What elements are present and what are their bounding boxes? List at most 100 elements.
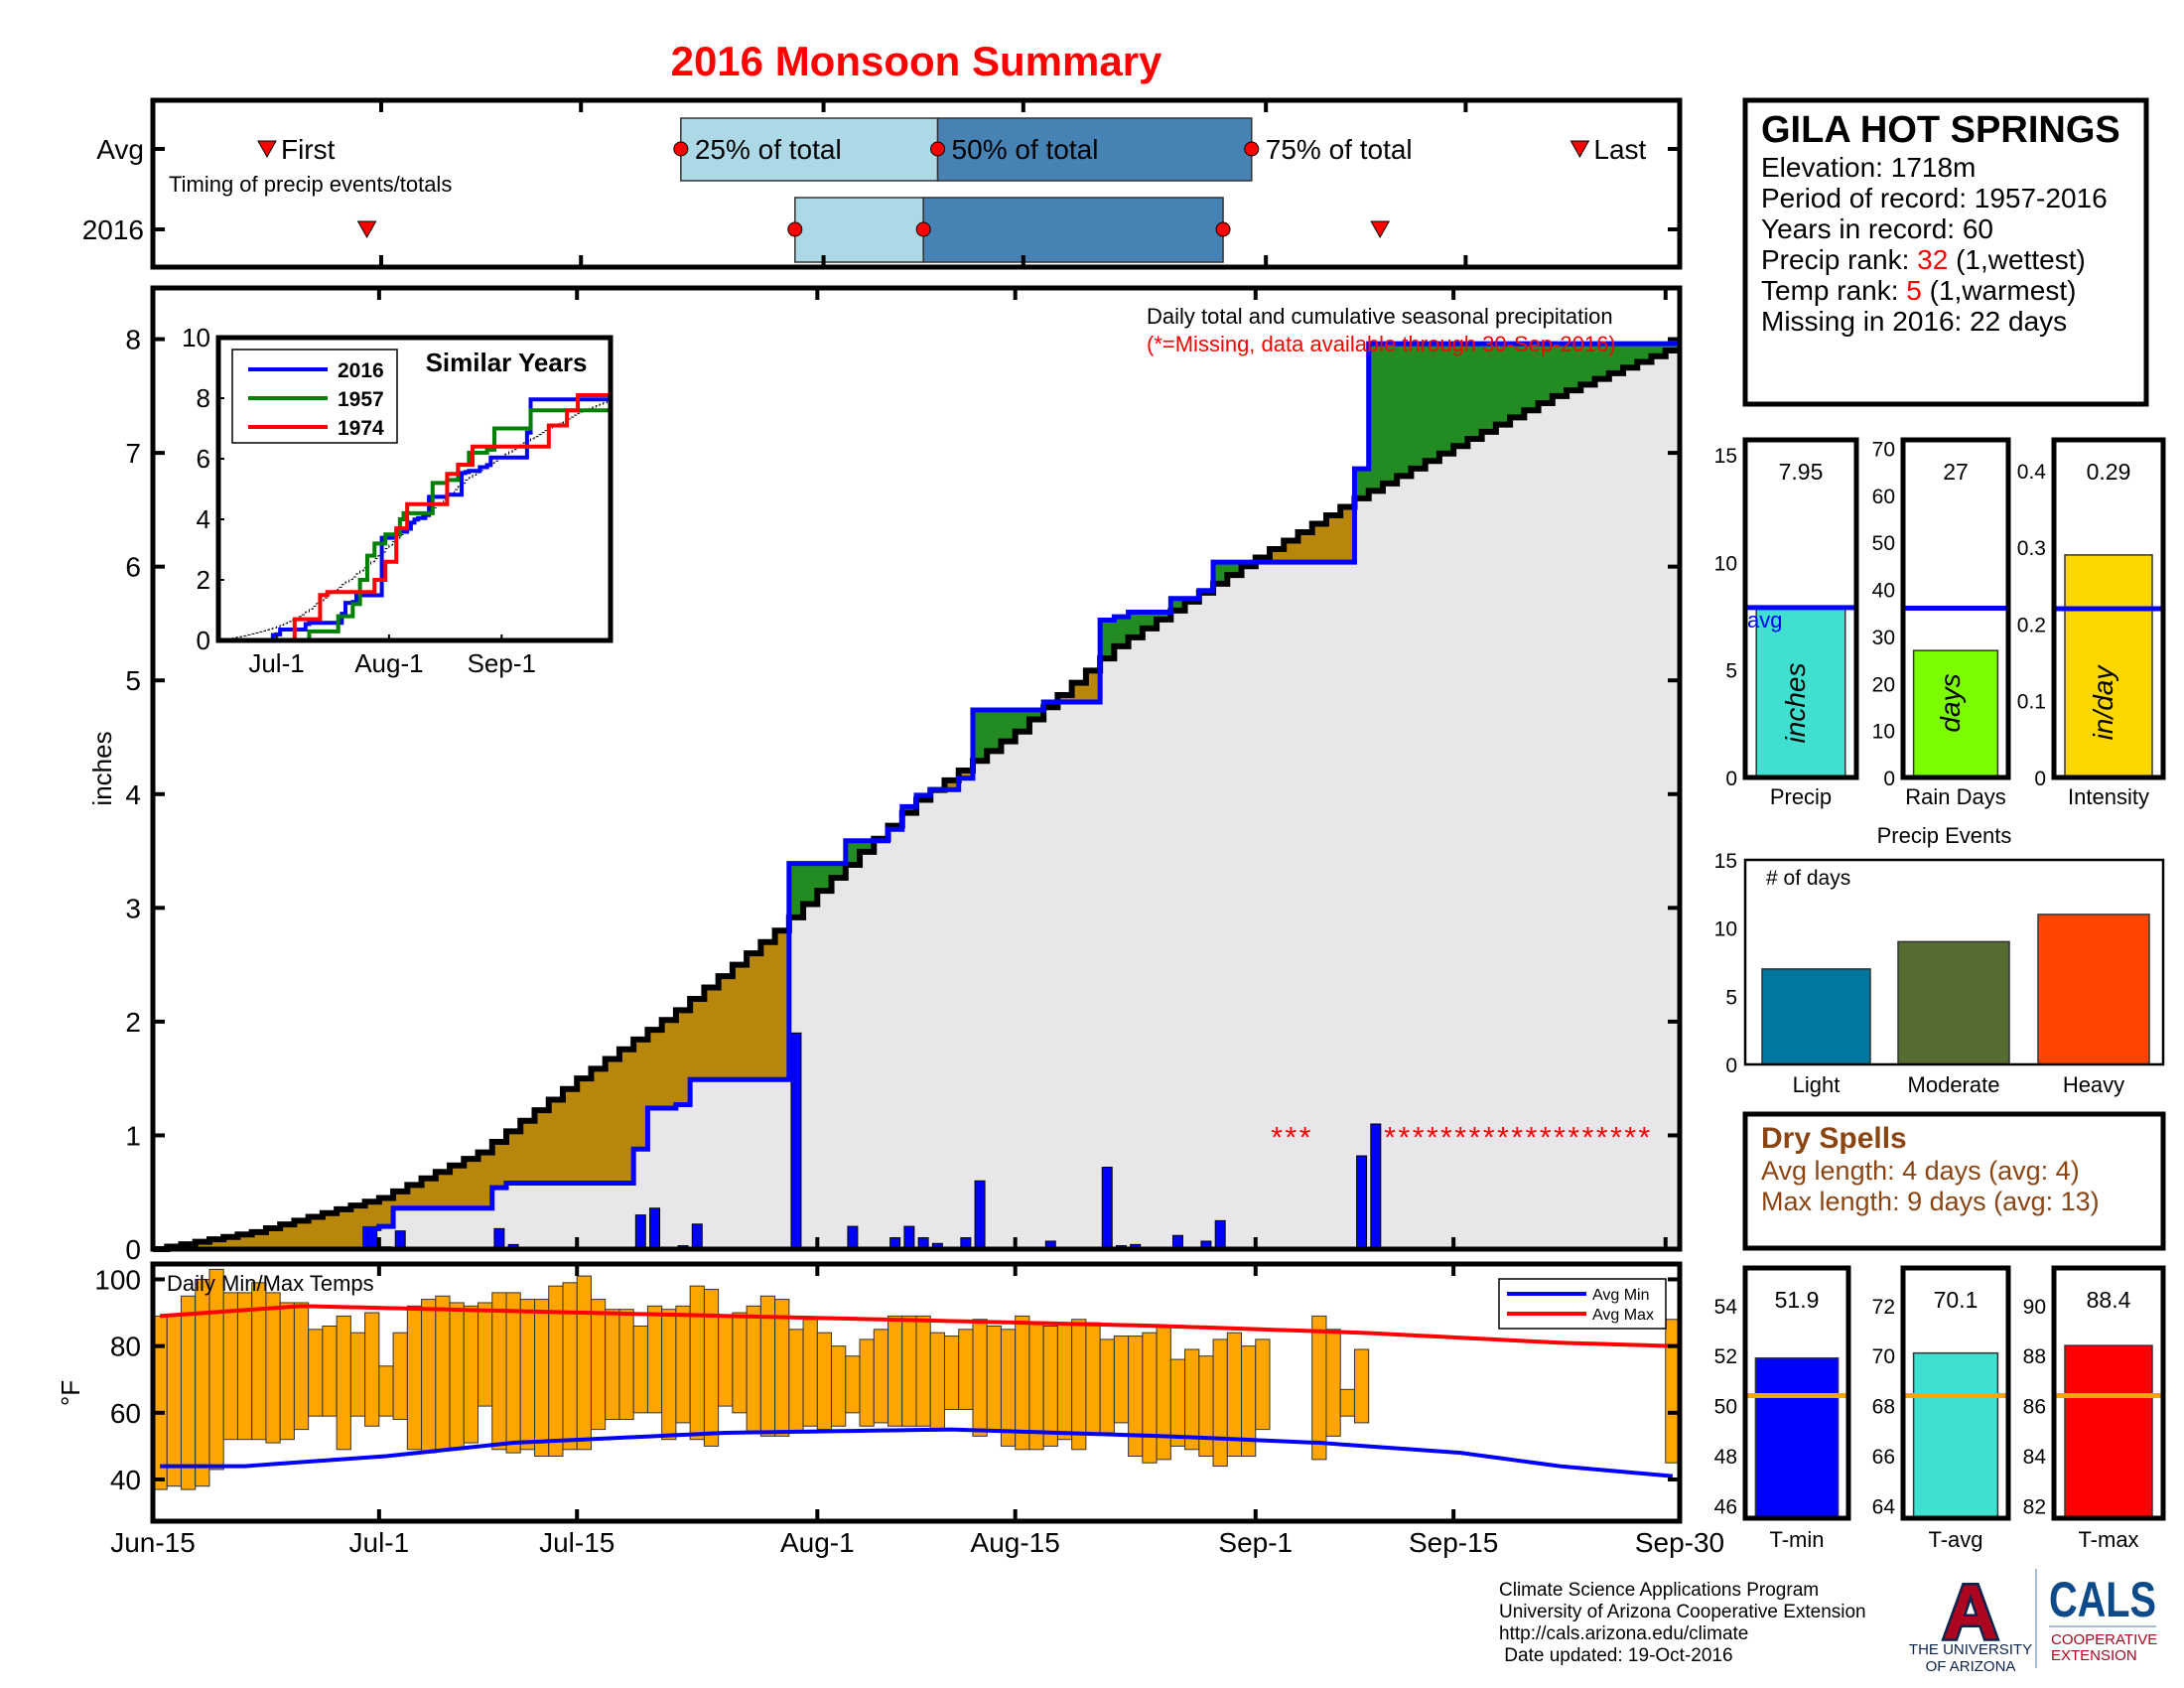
daily-temp-range-bar [958,1329,974,1410]
daily-temp-range-bar [732,1312,748,1414]
missing-day-marker: * [1398,1121,1410,1154]
timing-first-triangle [356,220,377,239]
summary-y-tick-label: 90 [2023,1296,2046,1319]
missing-day-marker: * [1427,1121,1438,1154]
daily-temp-range-bar [689,1285,705,1441]
daily-temp-range-bar [887,1315,903,1427]
x-tick-label: Sep-30 [1635,1527,1724,1558]
y-tick-label: 7 [125,438,141,469]
y-tick-label: 2 [125,1007,141,1038]
summary-y-tick-label: 0.3 [2017,537,2046,560]
inset-y-tick-label: 0 [197,626,210,655]
missing-day-marker: * [1554,1121,1566,1154]
daily-temp-range-bar [618,1309,634,1421]
main-plot-frame [150,285,1683,1252]
timing-first-triangle [257,140,277,159]
daily-temps-chart: 40 60 80 100 Jun-15 Jul-1 Jul-15 Aug-1 Aug-15 Sep… [56,1261,1724,1558]
missing-day-marker: * [1440,1121,1452,1154]
summary-y-tick-label: 72 [1872,1296,1895,1319]
daily-temp-range-bar [519,1299,536,1451]
temps-legend: Avg Min Avg Max [1498,1278,1667,1330]
summary-y-tick-label: 50 [1714,1396,1737,1419]
summary-y-tick-label: 82 [2023,1495,2046,1518]
daily-temp-range-bar [859,1338,875,1427]
summary-y-tick-label: 52 [1714,1345,1737,1368]
avg-max-line [159,1304,1673,1348]
daily-precip-bar [1370,1123,1382,1250]
timing-marker-p50 [915,221,931,237]
missing-day-marker: * [1624,1121,1636,1154]
missing-day-marker: * [1610,1121,1622,1154]
timing-row-label-2016: 2016 [82,214,144,245]
daily-temp-range-bar [463,1305,479,1444]
inset-title: Similar Years [426,348,588,377]
daily-precip-bar [366,1227,378,1250]
summary-value: 0.29 [2087,459,2131,485]
footer-link[interactable]: http://cals.arizona.edu/climate [1499,1623,1748,1644]
summary-y-tick-label: 15 [1714,445,1737,468]
daily-temp-range-bar [1169,1358,1186,1447]
precip-events-frame [1743,858,2165,1066]
inset-legend-label: 1974 [338,417,384,440]
x-tick-label: Sep-1 [1218,1527,1293,1558]
inset-legend-label: 1957 [338,388,384,411]
station-info-line: Elevation: 1718m [1761,152,1976,183]
daily-temp-range-bar [1339,1388,1355,1417]
timing-25-50-bar [680,117,939,182]
summary-y-tick-label: 54 [1714,1296,1738,1319]
daily-precip-bar [1101,1167,1113,1250]
missing-day-marker: * [1540,1121,1552,1154]
summary-y-tick-label: 84 [2023,1446,2047,1469]
daily-temp-range-bar [873,1329,889,1424]
daily-temp-range-bar [1042,1325,1058,1447]
daily-temp-range-bar [675,1305,691,1424]
daily-temp-range-bar [1085,1322,1101,1434]
inset-y-tick-label: 4 [197,504,210,534]
daily-temp-range-bar [1325,1329,1341,1437]
timing-subtitle: Timing of precip events/totals [169,172,452,197]
daily-temp-range-bar [364,1312,380,1427]
summary-y-tick-label: 40 [1872,580,1895,603]
daily-temp-range-bar [718,1315,734,1407]
timing-25-50-bar [794,197,924,263]
temps-legend-label: Avg Max [1592,1307,1654,1324]
daily-temp-range-bar [236,1292,253,1441]
summary-bar-t-max [2064,1344,2153,1519]
daily-precip-bar [1214,1219,1226,1250]
event-y-tick-label: 15 [1714,850,1737,873]
daily-temp-range-bar [435,1295,451,1451]
daily-temp-range-bar [208,1268,224,1471]
summary-y-tick-label: 46 [1714,1495,1737,1518]
summary-avg-label: avg [1747,608,1782,633]
missing-day-marker: * [1526,1121,1538,1154]
daily-temp-range-bar [251,1282,267,1441]
event-y-tick-label: 5 [1725,986,1737,1009]
summary-y-tick-label: 0 [1725,768,1737,790]
university-of-arizona-logo: A THE UNIVERSITY OF ARIZONA [1909,1566,2032,1676]
missing-day-marker: * [1413,1121,1425,1154]
station-info-line: Precip rank: 32 (1,wettest) [1761,244,2086,275]
inset-frame [215,335,614,643]
station-info-line: Missing in 2016: 22 days [1761,306,2067,337]
missing-day-marker: * [1286,1121,1297,1154]
daily-temp-range-bar [478,1302,493,1407]
daily-precip-bar [790,1032,802,1250]
daily-temp-range-bar [986,1325,1002,1431]
daily-temp-range-bar [336,1315,351,1451]
daily-temp-range-bar [265,1292,281,1444]
summary-y-tick-label: 64 [1872,1495,1896,1518]
rank-value: 32 [1917,244,1948,275]
event-y-tick-label: 10 [1714,918,1737,941]
summary-bar-precip [1755,606,1846,778]
inset-x-tick-label: Sep-1 [468,648,536,678]
daily-temp-range-bar [1142,1332,1158,1464]
daily-temp-range-bar [166,1315,182,1487]
daily-temp-range-bar [661,1309,677,1441]
summary-panel-frame [1900,437,2011,780]
daily-precip-bar [903,1225,915,1250]
rank-note: (1,warmest) [1922,275,2077,306]
daily-temp-range-bar [646,1305,663,1414]
temps-title: Daily Min/Max Temps [167,1271,374,1296]
summary-unit: inches [1780,663,1811,744]
